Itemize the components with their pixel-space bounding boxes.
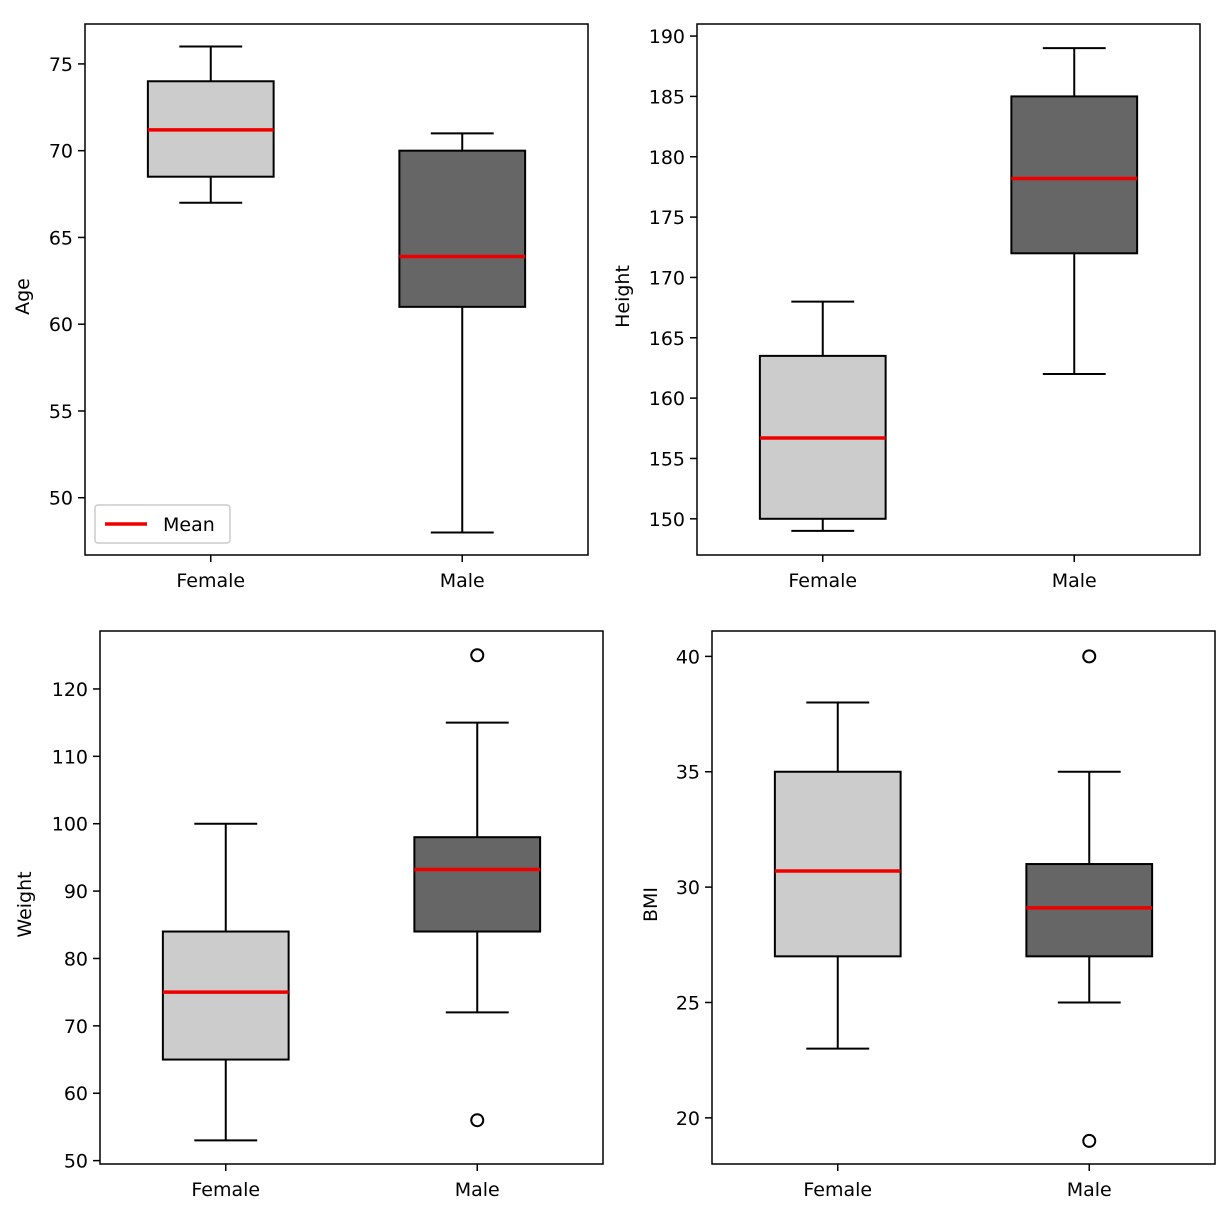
y-tick-label: 80 [64, 948, 88, 970]
y-axis-label: Weight [14, 871, 36, 937]
x-tick-label-male: Male [1052, 570, 1097, 592]
y-tick-label: 100 [52, 814, 88, 836]
axes-frame [99, 630, 604, 1165]
y-axis-label: Age [12, 278, 34, 315]
y-tick-label: 30 [676, 877, 700, 899]
y-tick-label: 120 [52, 679, 88, 701]
y-tick-label: 35 [676, 762, 700, 784]
x-tick-label-female: Female [788, 570, 857, 592]
box-male [413, 648, 542, 1128]
y-tick-label: 60 [49, 314, 73, 336]
x-tick-label-male: Male [440, 570, 485, 592]
legend-mean-label: Mean [163, 514, 215, 536]
x-tick-label-female: Female [176, 570, 245, 592]
box-body [161, 930, 290, 1061]
chart-panel-bmi: 20 25 30 35 40 Female Male BMI [640, 630, 1216, 1201]
y-tick-label: 25 [676, 992, 700, 1014]
legend: Mean [94, 504, 231, 544]
box-female [758, 300, 887, 532]
axes-frame [711, 630, 1216, 1165]
box-body [413, 836, 542, 933]
axes-frame [696, 23, 1201, 556]
y-tick-label: 40 [676, 646, 700, 668]
box-body [1025, 863, 1154, 958]
y-tick-label: 60 [64, 1083, 88, 1105]
chart-panel-weight: 50 60 70 80 90 100 110 120 Female Male Weight [14, 630, 604, 1201]
y-tick-label: 50 [49, 488, 73, 510]
box-body [773, 770, 902, 958]
axes-frame [84, 23, 589, 556]
y-tick-label: 165 [649, 328, 685, 350]
box-body [398, 149, 527, 308]
y-tick-label: 70 [64, 1016, 88, 1038]
box-male [1010, 47, 1139, 375]
x-tick-label-female: Female [191, 1179, 260, 1201]
chart-panel-height: 150 155 160 165 170 175 180 185 190 Female Male Hei… [612, 23, 1201, 592]
outlier-point [1082, 1133, 1097, 1148]
outlier-point [1082, 649, 1097, 664]
y-tick-label: 185 [649, 86, 685, 108]
outlier-point [470, 1113, 485, 1128]
y-tick-label: 65 [49, 227, 73, 249]
y-tick-label: 150 [649, 509, 685, 531]
y-tick-label: 50 [64, 1151, 88, 1173]
y-tick-label: 155 [649, 448, 685, 470]
y-tick-label: 20 [676, 1108, 700, 1130]
x-tick-label-female: Female [803, 1179, 872, 1201]
legend-box [94, 504, 231, 544]
chart-panel-age: 50 55 60 65 70 75 Female Male Age Mean [12, 23, 589, 592]
outlier-point [470, 648, 485, 663]
y-tick-label: 55 [49, 401, 73, 423]
box-female [773, 701, 902, 1050]
y-tick-label: 110 [52, 746, 88, 768]
box-female [146, 45, 275, 204]
y-tick-label: 175 [649, 207, 685, 229]
y-tick-label: 70 [49, 141, 73, 163]
y-tick-label: 180 [649, 147, 685, 169]
y-axis-label: Height [612, 265, 634, 328]
y-tick-label: 190 [649, 26, 685, 48]
box-male [398, 132, 527, 534]
x-tick-label-male: Male [455, 1179, 500, 1201]
y-tick-label: 160 [649, 388, 685, 410]
y-axis-label: BMI [640, 887, 662, 922]
box-body [1010, 95, 1139, 255]
y-tick-label: 170 [649, 267, 685, 289]
box-female [161, 822, 290, 1142]
y-tick-label: 75 [49, 54, 73, 76]
y-tick-label: 90 [64, 881, 88, 903]
box-male [1025, 649, 1154, 1148]
x-tick-label-male: Male [1067, 1179, 1112, 1201]
